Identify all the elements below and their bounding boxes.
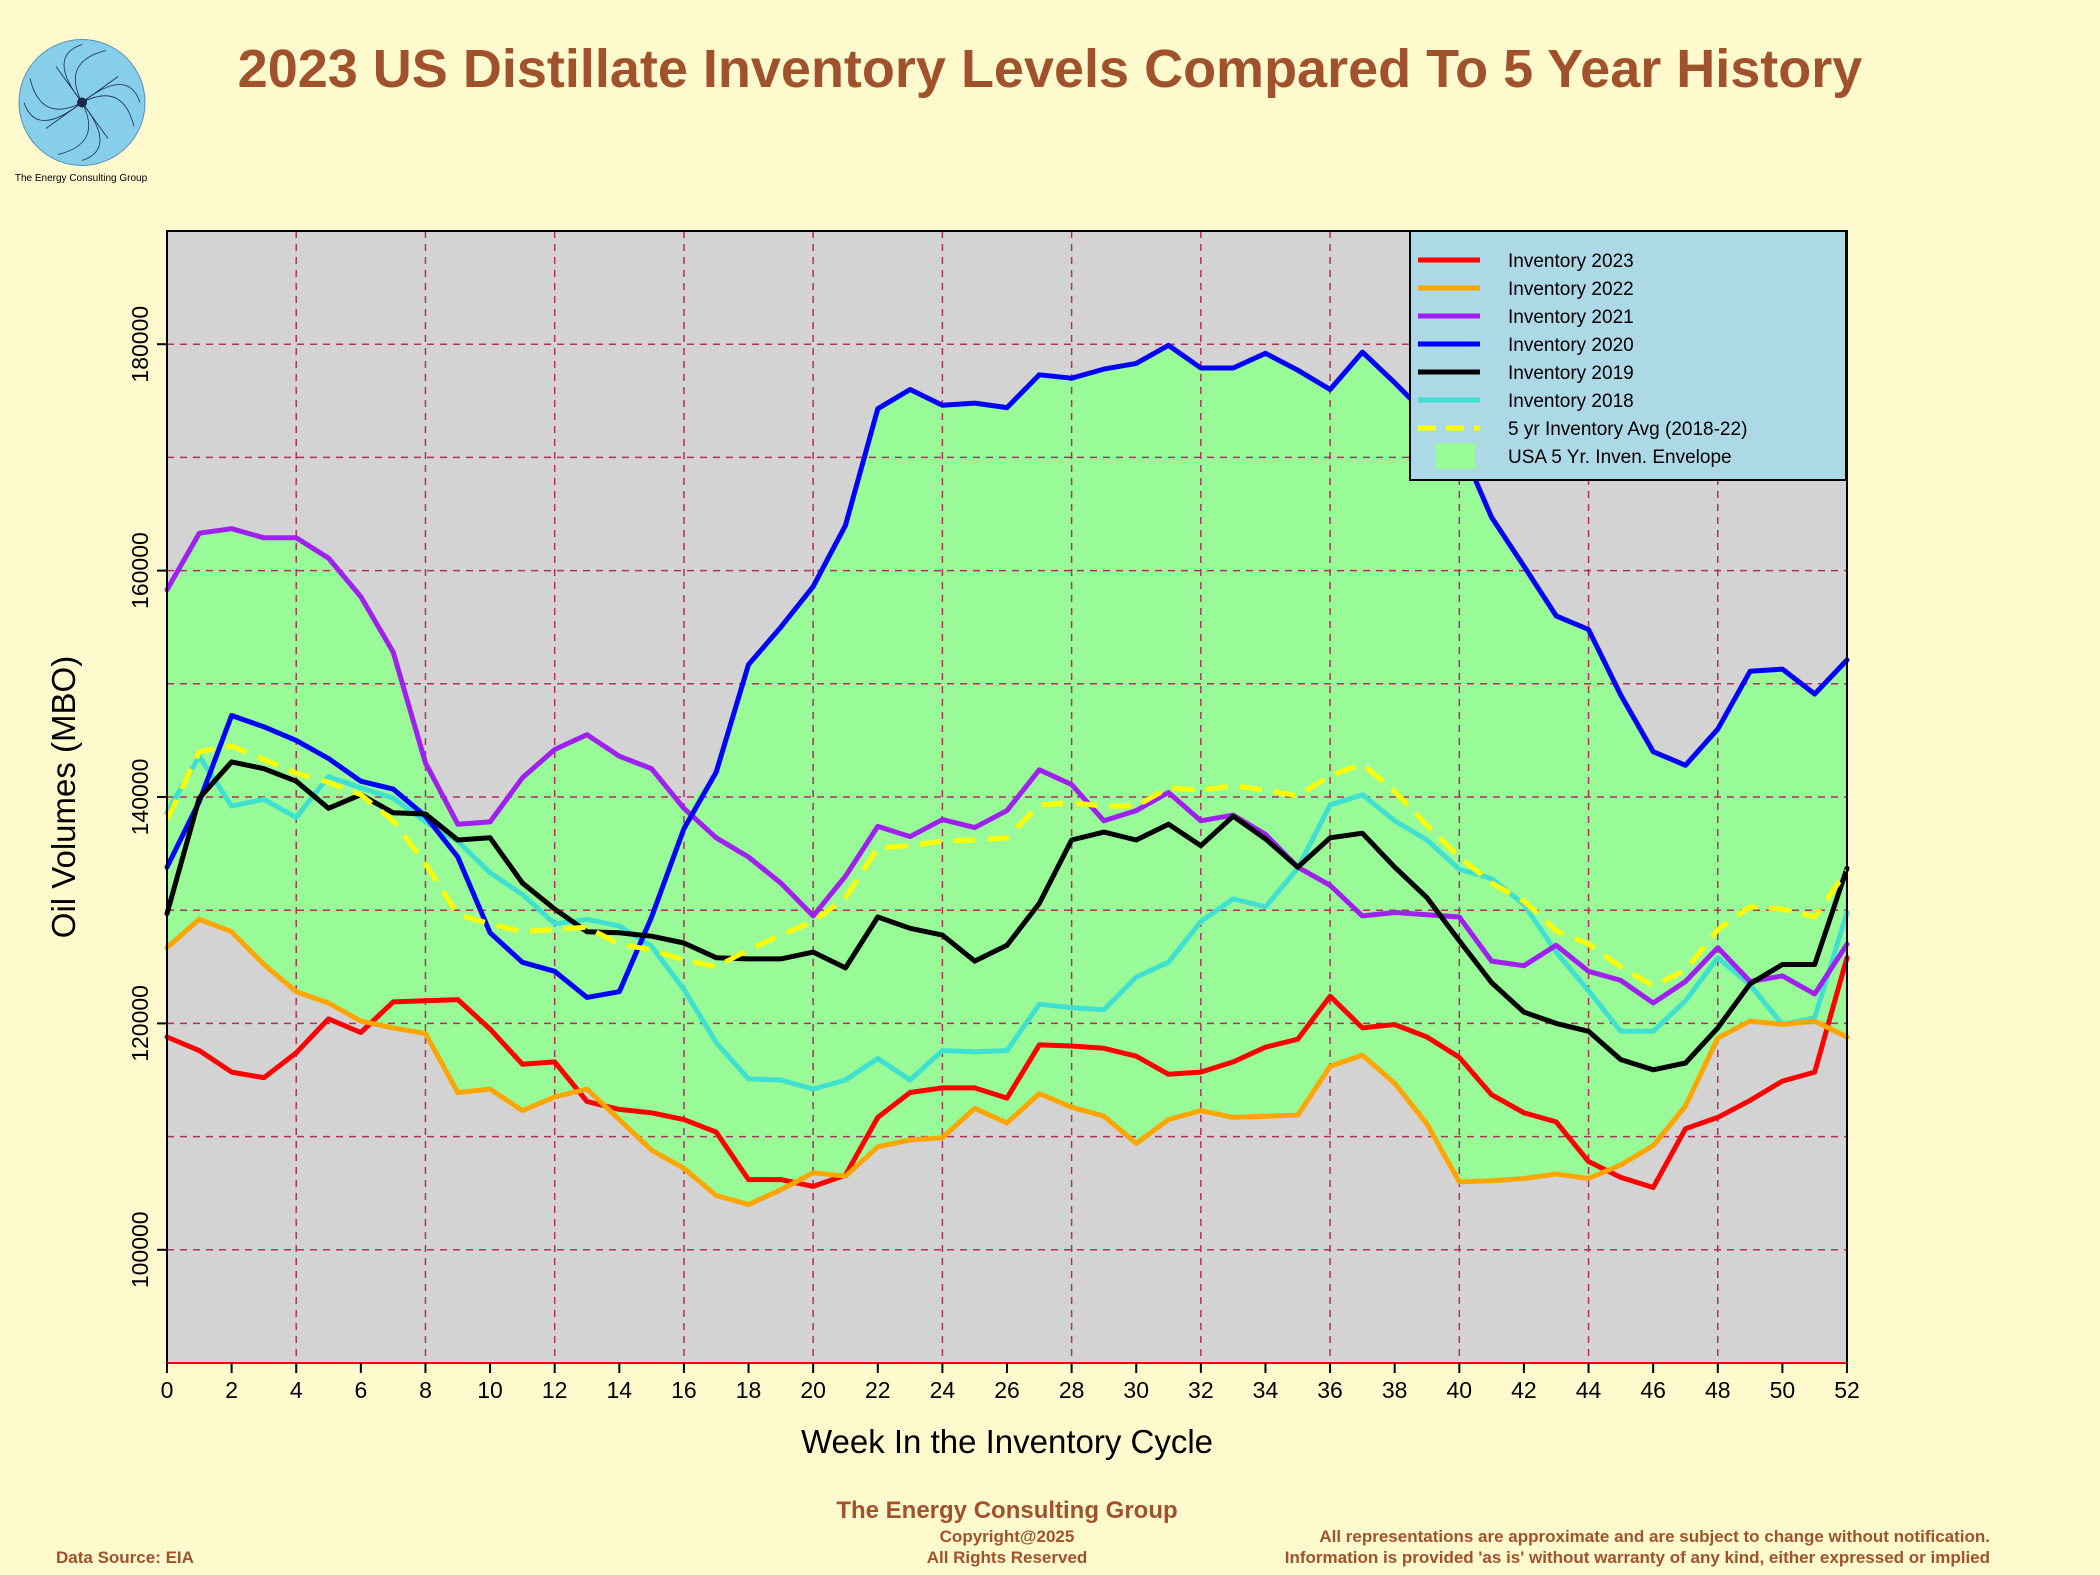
x-tick-label: 0 [161,1377,174,1403]
series-line-inventory-2020 [164,342,1850,1000]
x-tick-label: 28 [1059,1377,1085,1403]
x-tick-label: 34 [1253,1377,1279,1403]
y-tick-label: 160000 [127,532,153,609]
x-tick-label: 36 [1317,1377,1343,1403]
chart-title: 2023 US Distillate Inventory Levels Comp… [237,39,1863,99]
legend-label: Inventory 2023 [1508,251,1634,272]
x-tick-label: 44 [1576,1377,1602,1403]
x-tick-label: 12 [542,1377,568,1403]
legend-label: Inventory 2021 [1508,307,1634,328]
legend-label: Inventory 2022 [1508,279,1634,300]
x-tick-label: 24 [930,1377,956,1403]
footer-company: The Energy Consulting Group [836,1497,1178,1524]
footer-copyright: Copyright@2025 [939,1527,1075,1546]
x-tick-label: 42 [1511,1377,1537,1403]
legend-label: Inventory 2020 [1508,335,1634,356]
legend: Inventory 2023 Inventory 2022 Inventory 20… [1409,230,1847,481]
x-tick-label: 6 [354,1377,367,1403]
series-layer [164,342,1850,1207]
x-tick-label: 16 [671,1377,697,1403]
legend-label: 5 yr Inventory Avg (2018-22) [1508,419,1747,440]
x-tick-label: 20 [800,1377,826,1403]
legend-label: Inventory 2018 [1508,391,1634,412]
x-tick-label: 48 [1705,1377,1731,1403]
x-tick-label: 2 [225,1377,238,1403]
legend-label: Inventory 2019 [1508,363,1634,384]
series-line-inventory-2022 [164,916,1850,1207]
envelope-area [167,345,1847,1205]
x-tick-label: 38 [1382,1377,1408,1403]
x-tick-label: 52 [1834,1377,1860,1403]
x-tick-label: 4 [290,1377,303,1403]
axis-layer: 0 2 4 6 8 10 12 14 16 18 20 22 24 26 28 30 32 34 36 38 40 42 4… [127,306,1860,1403]
x-tick-label: 26 [994,1377,1020,1403]
legend-label: USA 5 Yr. Inven. Envelope [1508,447,1732,468]
envelope-layer [167,345,1847,1205]
x-tick-label: 14 [607,1377,633,1403]
series-line-inventory-2021 [164,526,1850,1006]
series-line-inventory-2019 [164,759,1850,1073]
y-tick-label: 100000 [127,1211,153,1288]
y-tick-label: 120000 [127,985,153,1062]
logo-caption: The Energy Consulting Group [14,173,148,184]
footer-rights: All Rights Reserved [926,1548,1088,1567]
x-axis-label: Week In the Inventory Cycle [801,1423,1213,1460]
y-tick-label: 180000 [127,306,153,383]
legend-swatch [1435,443,1475,469]
company-logo [18,39,146,166]
x-tick-label: 32 [1188,1377,1214,1403]
x-tick-label: 46 [1640,1377,1666,1403]
series-line-inventory-2023 [164,955,1850,1190]
x-tick-label: 8 [419,1377,432,1403]
series-line-inventory-2018 [164,753,1850,1092]
x-tick-label: 10 [477,1377,503,1403]
footer-disclaimer-1: All representations are approximate and … [1319,1527,1990,1546]
series-line-5-yr-inventory-avg-2018-22 [164,743,1850,989]
y-tick-label: 140000 [127,759,153,836]
footer-disclaimer-2: Information is provided 'as is' without … [1284,1548,1990,1567]
x-tick-label: 40 [1447,1377,1473,1403]
x-tick-label: 30 [1123,1377,1149,1403]
legend-box [1409,230,1847,481]
x-tick-label: 18 [736,1377,762,1403]
x-tick-label: 22 [865,1377,891,1403]
footer-data-source: Data Source: EIA [56,1548,194,1567]
x-tick-label: 50 [1770,1377,1796,1403]
y-axis-label: Oil Volumes (MBO) [45,656,82,938]
